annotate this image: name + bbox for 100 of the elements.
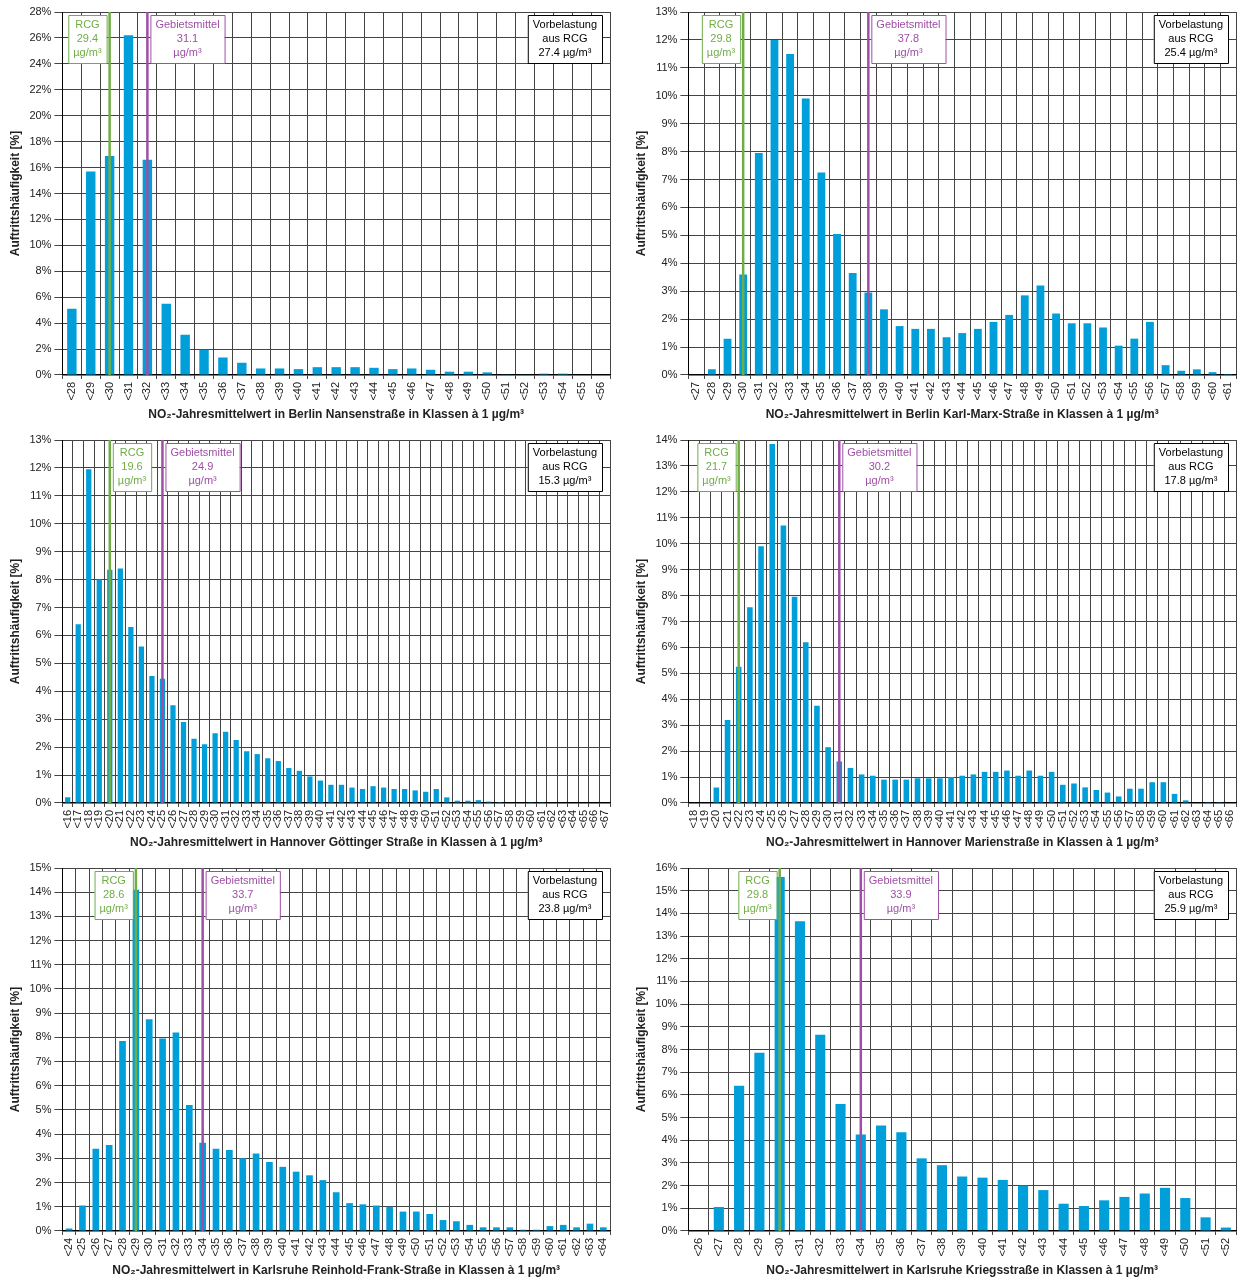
x-tick-label: <28 [704,381,717,401]
x-tick-label: <65 [576,809,589,829]
y-tick-label: 10% [655,88,678,101]
x-tick-label: <26 [691,1237,704,1257]
x-tick-label: <28 [732,1237,745,1257]
x-tick-label: <21 [113,809,126,829]
y-tick-label: 12% [655,32,678,45]
x-tick-label: <34 [250,809,263,829]
y-tick-label: 8% [35,572,52,585]
x-tick-label: <36 [894,1237,907,1257]
x-tick-label: <58 [516,1237,529,1257]
y-tick-label: 0% [661,367,678,380]
y-tick-label: 6% [35,290,52,303]
x-tick-label: <44 [1056,1237,1069,1257]
x-tick-label: <49 [396,1237,409,1257]
annotation: Vorbelastung aus RCG 15.3 µg/m³ [532,446,597,487]
y-tick-label: 0% [661,1223,678,1236]
annotation: Vorbelastung aus RCG 23.8 µg/m³ [532,874,597,915]
y-tick-label: 12% [655,484,678,497]
x-tick-label: <42 [1016,1237,1029,1257]
x-tick-label: <43 [348,381,361,401]
x-tick-label: <47 [1002,381,1015,401]
y-tick-label: 16% [655,861,678,874]
y-tick-label: 1% [661,770,678,783]
x-tick-label: <61 [556,1237,569,1257]
y-tick-label: 2% [35,342,52,355]
y-tick-label: 5% [661,1110,678,1123]
x-tick-label: <41 [944,809,957,829]
y-tick-label: 4% [661,692,678,705]
y-tick-label: 8% [661,588,678,601]
x-tick-label: <46 [1097,1237,1110,1257]
y-tick-label: 14% [29,186,52,199]
x-tick-label: <55 [1127,381,1140,401]
x-tick-label: <16 [60,809,73,829]
x-tick-label: <44 [977,809,990,829]
x-tick-label: <60 [1205,381,1218,401]
ref-line-label: RCG 29.8 µg/m³ [706,18,736,59]
x-tick-label: <61 [1167,809,1180,829]
y-tick-label: 3% [661,284,678,297]
x-tick-label: <61 [534,809,547,829]
x-tick-label: <38 [292,809,305,829]
x-tick-label: <42 [923,381,936,401]
y-tick-label: 22% [29,82,52,95]
y-tick-label: 11% [30,957,52,970]
x-tick-label: <36 [830,381,843,401]
x-tick-label: <29 [720,381,733,401]
x-tick-label: <52 [439,809,452,829]
x-tick-label: <53 [1096,381,1109,401]
x-tick-label: <32 [140,381,153,401]
x-tick-label: <40 [932,809,945,829]
x-tick-label: <39 [877,381,890,401]
ref-line-label: Gebietsmittel 31.1 µg/m³ [155,18,220,59]
y-tick-label: 6% [661,200,678,213]
y-tick-label: 4% [35,684,52,697]
x-tick-label: <27 [102,1237,115,1257]
x-tick-label: <45 [342,1237,355,1257]
y-tick-label: 12% [29,460,52,473]
x-tick-label: <37 [914,1237,927,1257]
x-axis-title: NO₂-Jahresmittelwert in Hannover Göttinger Straße in Klassen à 1 µg/m³ [130,835,543,850]
x-tick-label: <63 [1189,809,1202,829]
x-tick-label: <51 [429,809,442,829]
x-tick-label: <20 [709,809,722,829]
y-tick-label: 16% [29,160,52,173]
x-tick-label: <24 [62,1237,75,1257]
y-tick-label: 12% [29,212,52,225]
x-tick-label: <43 [345,809,358,829]
y-tick-label: 9% [661,116,678,129]
x-tick-label: <31 [121,381,134,401]
x-tick-label: <63 [583,1237,595,1257]
x-tick-label: <61 [1221,381,1234,401]
x-tick-label: <29 [128,1237,141,1257]
y-tick-label: 1% [35,1199,52,1212]
x-tick-label: <52 [1066,809,1079,829]
x-tick-label: <53 [1078,809,1091,829]
y-tick-label: 13% [655,929,678,942]
x-tick-label: <44 [367,381,379,401]
y-tick-label: 6% [661,1087,678,1100]
y-tick-label: 4% [35,1127,52,1140]
x-tick-label: <64 [596,1237,609,1257]
x-tick-label: <32 [168,1237,181,1257]
y-tick-label: 6% [35,628,52,641]
x-tick-label: <54 [555,381,568,401]
x-tick-label: <19 [92,809,105,829]
x-tick-label: <50 [1044,809,1057,829]
y-axis-title: Auftrittshäufigkeit [%] [7,558,22,685]
y-tick-label: 8% [35,264,52,277]
x-tick-label: <47 [423,381,436,401]
y-tick-label: 10% [29,238,52,251]
x-tick-label: <18 [81,809,94,829]
x-tick-label: <28 [115,1237,128,1257]
x-tick-label: <35 [197,381,210,401]
x-tick-label: <60 [1156,809,1169,829]
x-tick-label: <38 [253,381,266,401]
x-tick-label: <34 [853,1237,866,1257]
y-tick-label: 0% [35,795,52,808]
y-tick-label: 12% [29,933,52,946]
y-tick-label: 10% [655,997,678,1010]
x-tick-label: <45 [366,809,379,829]
x-tick-label: <46 [999,809,1012,829]
x-tick-label: <43 [315,1237,328,1257]
